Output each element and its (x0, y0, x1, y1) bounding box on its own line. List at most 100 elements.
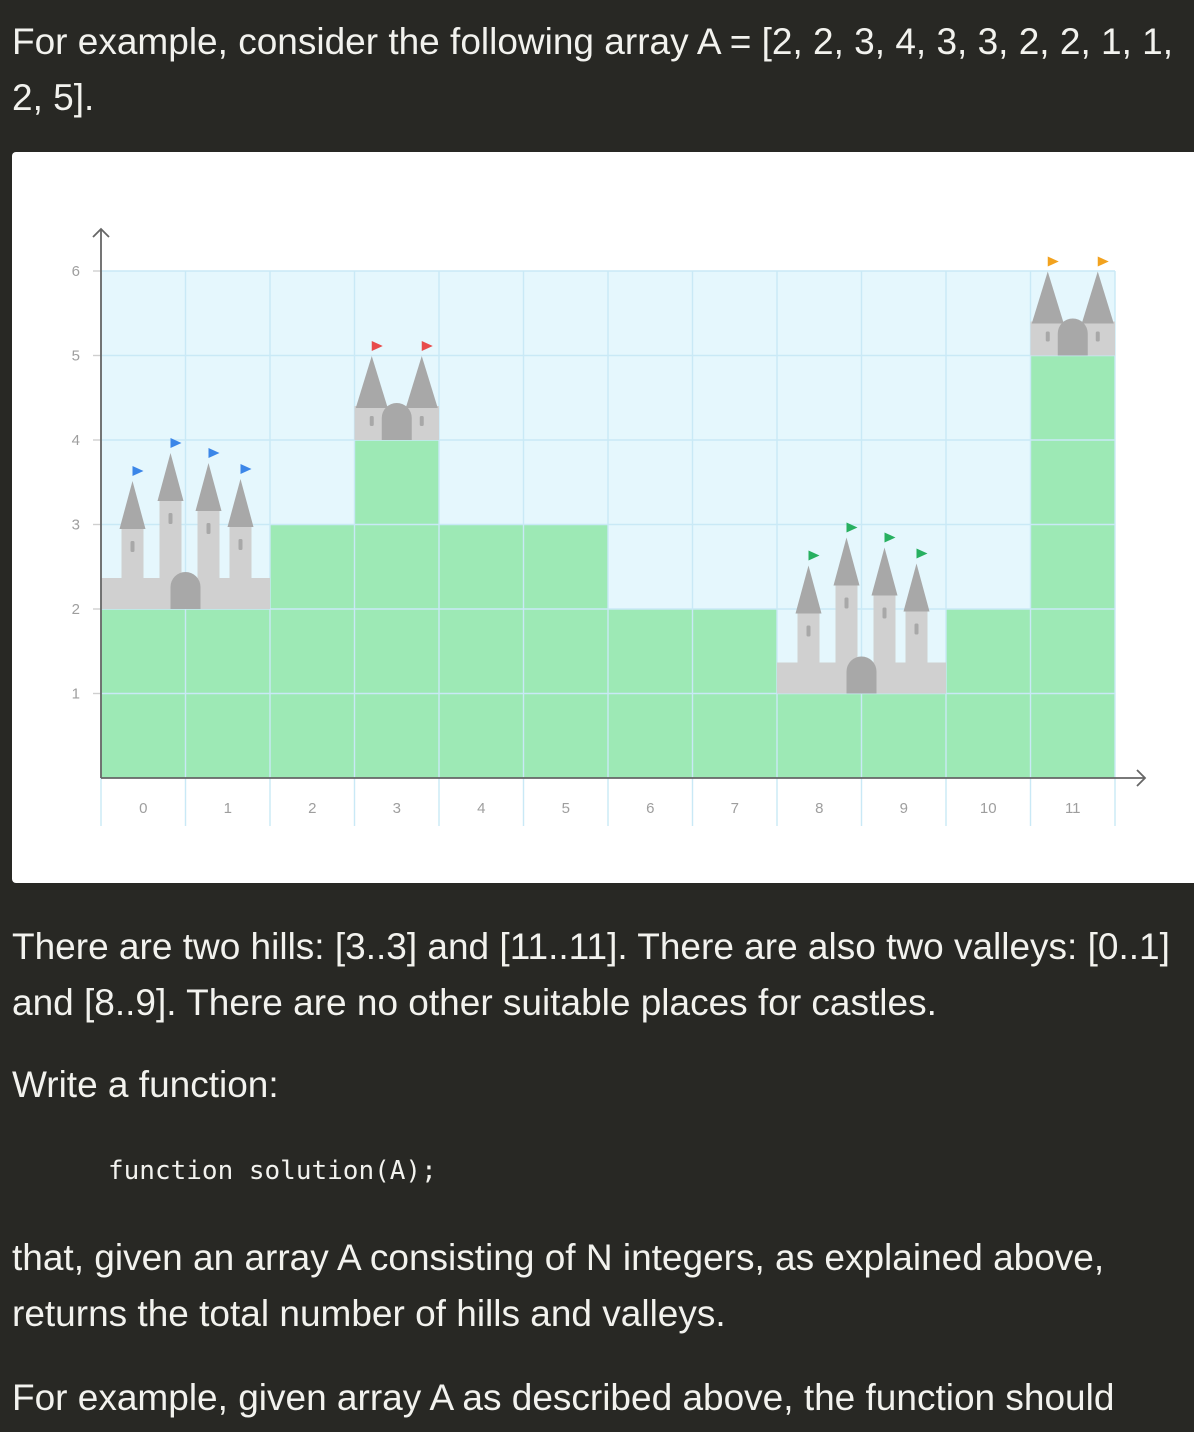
y-tick-label-2: 2 (72, 601, 80, 618)
returns-line-1: that, given an array A consisting of N i… (12, 1237, 1105, 1278)
tower-body (873, 595, 896, 664)
y-tick-label-5: 5 (72, 348, 80, 365)
castle-gate (846, 656, 877, 694)
hill-castle-3 (354, 341, 439, 440)
tower-window (130, 541, 135, 552)
tower-roof (157, 453, 184, 501)
castle-tower-0 (795, 550, 822, 664)
tower-window (844, 597, 849, 609)
castle-tower-0 (355, 341, 388, 426)
explanation-paragraph: There are two hills: [3..3] and [11..11]… (12, 919, 1170, 1031)
tower-roof (1031, 271, 1064, 324)
valley-castle-8-9 (777, 522, 946, 694)
tower-body (121, 529, 144, 579)
x-tick-label-4: 4 (477, 800, 485, 817)
castle-flag (132, 466, 144, 476)
x-tick-label-2: 2 (308, 800, 316, 817)
castle-flag (808, 550, 820, 561)
castle-tower-0 (119, 466, 146, 579)
tower-window (419, 416, 424, 426)
tower-roof (871, 547, 898, 596)
tower-window (369, 416, 374, 426)
x-tick-label-6: 6 (646, 800, 654, 817)
castle-tower-3 (903, 548, 930, 664)
x-tick-label-5: 5 (562, 800, 570, 817)
tower-window (206, 523, 211, 534)
x-axis-arrow (1136, 769, 1147, 787)
y-tick-label-3: 3 (72, 517, 80, 534)
x-tick-label-3: 3 (393, 800, 401, 817)
y-tick-label-4: 4 (72, 432, 80, 449)
y-tick-label-1: 1 (72, 686, 80, 703)
tower-window (1045, 331, 1050, 342)
castle-flag (208, 448, 220, 458)
castle-tower-0 (1031, 256, 1064, 342)
tower-window (914, 623, 919, 635)
terrain-bar-2 (270, 524, 355, 778)
function-signature-code: function solution(A); (108, 1156, 437, 1186)
castle-tower-2 (195, 448, 222, 579)
castle-flag (916, 548, 928, 559)
castle-tower-2 (871, 532, 898, 664)
tower-body (197, 511, 220, 579)
tower-body (797, 613, 820, 664)
terrain-bar-11 (1030, 355, 1116, 778)
tower-body (835, 585, 858, 664)
x-tick-label-11: 11 (1065, 800, 1081, 817)
tower-window (238, 539, 243, 550)
castle-flag (1047, 256, 1059, 267)
castle-gate (381, 403, 412, 440)
tower-roof (1081, 271, 1114, 324)
grid-lines (93, 270, 1116, 826)
y-axis-arrow (92, 227, 110, 238)
castle-flag (371, 341, 383, 351)
write-function-prompt: Write a function: (12, 1064, 279, 1105)
tower-roof (903, 563, 930, 612)
tower-roof (119, 481, 146, 529)
terrain-bar-5 (523, 524, 609, 778)
intro-paragraph: For example, consider the following arra… (12, 14, 1173, 126)
tower-window (1095, 331, 1100, 342)
tower-body (159, 501, 182, 579)
castle-gate (1057, 318, 1088, 356)
valley-castle-0-1 (101, 438, 270, 609)
castle-tower-1 (1081, 256, 1114, 342)
tower-roof (355, 356, 388, 408)
castle-flag (240, 464, 252, 474)
terrain-bar-8 (777, 693, 862, 778)
hill-castle-11 (1030, 256, 1115, 356)
castle-tower-1 (157, 438, 184, 579)
y-tick-label-6: 6 (72, 263, 80, 280)
terrain-bar-4 (439, 524, 524, 778)
castle-tower-1 (405, 341, 438, 426)
tower-roof (405, 356, 438, 408)
axes-layer (92, 227, 1147, 787)
castle-tower-1 (833, 522, 860, 664)
tower-roof (795, 565, 822, 614)
castle-flag (846, 522, 858, 533)
castles-layer (101, 256, 1115, 694)
returns-line-2: returns the total number of hills and va… (12, 1293, 726, 1334)
x-tick-label-1: 1 (224, 800, 232, 817)
intro-line-1: For example, consider the following arra… (12, 21, 1174, 62)
x-tick-label-10: 10 (980, 800, 997, 817)
castles-figure: 0 1 2 3 4 5 6 7 8 9 10 11 1 2 3 4 5 6 (12, 152, 1194, 883)
tower-window (806, 625, 811, 637)
explanation-line-1: There are two hills: [3..3] and [11..11]… (12, 926, 1170, 967)
castle-flag (421, 341, 433, 351)
x-tick-label-8: 8 (815, 800, 823, 817)
terrain-bar-9 (861, 693, 947, 778)
castle-flag (1097, 256, 1109, 267)
x-tick-label-0: 0 (139, 800, 147, 817)
castle-gate (170, 572, 201, 609)
x-tick-label-9: 9 (900, 800, 908, 817)
tower-roof (195, 463, 222, 511)
tower-body (229, 527, 252, 579)
explanation-line-2: and [8..9]. There are no other suitable … (12, 982, 937, 1023)
castle-flag (884, 532, 896, 543)
tower-window (882, 607, 887, 619)
example-paragraph: For example, given array A as described … (12, 1377, 1115, 1418)
tower-roof (227, 479, 254, 527)
